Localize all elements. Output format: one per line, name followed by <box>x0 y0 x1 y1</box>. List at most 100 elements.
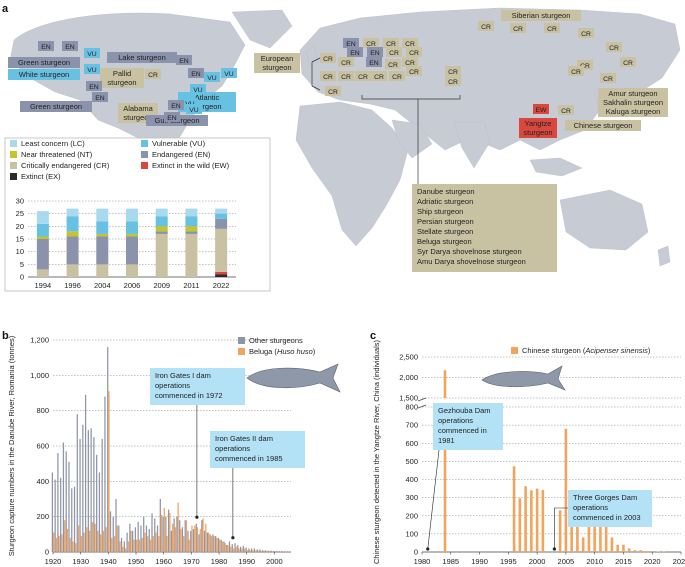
species-label-box <box>598 106 668 117</box>
bar-beluga <box>91 521 93 552</box>
bar-beluga <box>274 551 276 552</box>
status-chart: 0 5 10 15 20 25 30 1994 1996 2004 2006 2009 2011 2022 <box>16 197 236 290</box>
annotation-text: Gezhouba Dam <box>438 406 491 415</box>
status-code: CR <box>623 60 633 67</box>
status-code-box <box>145 69 161 79</box>
list-box-item: Stellate sturgeon <box>417 227 473 236</box>
bar-beluga <box>227 544 229 552</box>
status-code: EN <box>65 44 75 51</box>
annotation-text: commenced in 2003 <box>573 513 641 522</box>
species-label-box <box>565 120 641 131</box>
species-label: Amur sturgeon <box>608 89 657 98</box>
bar-other-sturgeons <box>176 516 178 552</box>
x-tick-label: 2000 <box>266 557 283 566</box>
annotation-text: commenced in 1972 <box>155 391 223 400</box>
y-tick-label: 800 <box>405 403 418 412</box>
bar-other-sturgeons <box>248 548 250 552</box>
status-code: EN <box>167 115 177 122</box>
annotation-leader <box>427 449 440 550</box>
bar-other-sturgeons <box>226 544 228 552</box>
bar-chinese-sturgeon <box>443 407 447 552</box>
bar-other-sturgeons <box>98 472 101 552</box>
bar-beluga <box>100 534 102 552</box>
bar-other-sturgeons <box>239 546 242 552</box>
status-code: CR <box>571 69 581 76</box>
bar-beluga <box>83 532 85 552</box>
status-code-box <box>367 47 383 57</box>
status-code: EN <box>95 95 105 102</box>
bar-other-sturgeons <box>251 548 253 552</box>
y-tick-label: 5 <box>20 260 24 269</box>
status-code-box <box>533 104 549 114</box>
status-code-box <box>325 86 341 96</box>
legend-label: Extinct (EX) <box>21 172 61 181</box>
bar-other-sturgeons <box>132 530 134 552</box>
x-tick-label: 1990 <box>471 557 488 566</box>
bar-other-sturgeons <box>270 550 272 552</box>
status-code-box <box>406 66 422 76</box>
status-code-box <box>620 57 636 67</box>
status-code-box <box>386 47 402 57</box>
y-tick-label: 100 <box>405 529 418 538</box>
bar-other-sturgeons <box>215 536 217 552</box>
bar-other-sturgeons <box>93 437 95 552</box>
bar-beluga <box>241 548 243 552</box>
bar-beluga <box>188 539 190 552</box>
bar-beluga <box>133 539 135 552</box>
bar-other-sturgeons <box>112 516 114 552</box>
species-label: European <box>261 54 294 63</box>
bar-beluga <box>202 518 204 552</box>
x-tick-label: 1920 <box>45 557 62 566</box>
bar-beluga <box>64 520 66 552</box>
bar-chinese-sturgeon <box>512 466 516 552</box>
bar-other-sturgeons <box>165 516 167 552</box>
status-code: CR <box>358 74 368 81</box>
bar-segment <box>126 208 138 222</box>
bar-beluga <box>205 523 207 552</box>
status-code-box <box>389 71 405 81</box>
annotation-text: commenced in 1985 <box>215 454 283 463</box>
bar-other-sturgeons <box>167 509 170 552</box>
status-code: CR <box>392 74 402 81</box>
bar-other-sturgeons <box>245 547 247 552</box>
bar-beluga <box>160 514 163 552</box>
bar-other-sturgeons <box>120 537 123 552</box>
bar-chinese-sturgeon <box>587 523 591 552</box>
bar-beluga <box>152 536 154 552</box>
x-tick-label: 1960 <box>155 557 172 566</box>
bar-other-sturgeons <box>154 518 156 552</box>
bracket-line <box>361 95 461 184</box>
bar-chinese-sturgeon <box>524 486 527 552</box>
x-tick-label: 2011 <box>183 281 199 290</box>
species-label: sturgeon <box>523 128 552 137</box>
bar-chinese-sturgeon <box>558 510 562 552</box>
species-label: Yangtze <box>525 119 552 128</box>
x-tick-label: 2020 <box>644 557 661 566</box>
list-box-item: Syr Darya shovelnose sturgeon <box>417 247 522 256</box>
legend-label-italic: Huso huso <box>277 347 313 356</box>
y-tick-label: 30 <box>16 197 24 206</box>
status-code: CR <box>341 74 351 81</box>
status-code: CR <box>323 56 333 63</box>
species-label-box <box>254 53 300 73</box>
bar-beluga <box>53 532 55 552</box>
y-tick-label: 600 <box>405 439 418 448</box>
bar-beluga <box>88 530 91 552</box>
bar-chinese-sturgeon <box>627 548 631 552</box>
bar-beluga <box>260 550 262 552</box>
bar-other-sturgeons <box>62 442 65 552</box>
bar-other-sturgeons <box>137 521 139 552</box>
legend-label: Chinese sturgeon (Acipenser sinensis) <box>522 346 651 355</box>
species-label: Green sturgeon <box>18 58 70 67</box>
bar-other-sturgeons <box>109 511 112 552</box>
status-code-box <box>38 41 54 51</box>
species-label: Pallid <box>113 69 131 78</box>
y-tick-label: 300 <box>405 493 418 502</box>
species-label: White sturgeon <box>19 70 69 79</box>
bar-other-sturgeons <box>190 530 192 552</box>
y-tick-label: 25 <box>16 209 24 218</box>
status-code-box <box>568 66 584 76</box>
bar-other-sturgeons <box>151 513 153 552</box>
bar-segment <box>36 236 49 239</box>
